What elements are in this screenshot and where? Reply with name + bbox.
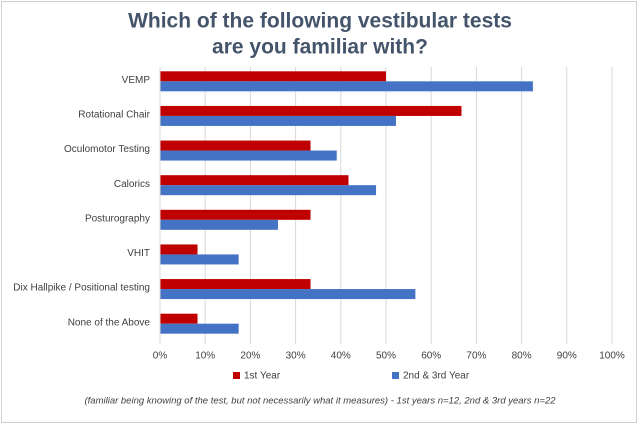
bar [160,313,198,324]
bar [160,140,311,151]
legend-label: 1st Year [244,371,281,382]
bar [160,279,311,290]
y-tick-label: VHIT [127,248,150,259]
y-tick-label: Oculomotor Testing [64,144,150,155]
y-tick-label: VEMP [122,75,151,86]
y-tick-label: None of the Above [68,317,151,328]
bar [160,185,377,196]
x-tick-label: 30% [286,351,306,362]
x-tick-label: 90% [557,351,577,362]
bar [160,105,462,116]
bar [160,150,337,161]
bar [160,71,386,82]
bar [160,219,278,230]
legend-swatch [233,372,240,379]
bar [160,115,396,126]
x-tick-label: 10% [195,351,215,362]
y-tick-label: Dix Hallpike / Positional testing [13,283,150,294]
x-tick-label: 100% [599,351,625,362]
y-tick-label: Rotational Chair [78,110,150,121]
y-tick-label: Posturography [85,213,150,224]
x-tick-label: 60% [421,351,441,362]
legend-swatch [392,372,399,379]
bar [160,81,533,92]
x-tick-label: 50% [376,351,396,362]
legend-label: 2nd & 3rd Year [403,371,470,382]
x-tick-label: 70% [466,351,486,362]
x-tick-label: 0% [153,351,168,362]
frame [1,1,637,423]
bar [160,175,349,186]
bar [160,244,198,255]
x-tick-label: 40% [331,351,351,362]
chart-title: Which of the following vestibular tests [128,10,512,33]
x-tick-label: 80% [512,351,532,362]
bar [160,289,416,300]
bar [160,323,239,334]
note: (familiar being knowing of the test, but… [84,396,556,407]
x-tick-label: 20% [240,351,260,362]
bar [160,254,239,265]
y-tick-label: Calorics [114,179,150,190]
bar [160,209,311,220]
chart-title: are you familiar with? [212,36,428,59]
